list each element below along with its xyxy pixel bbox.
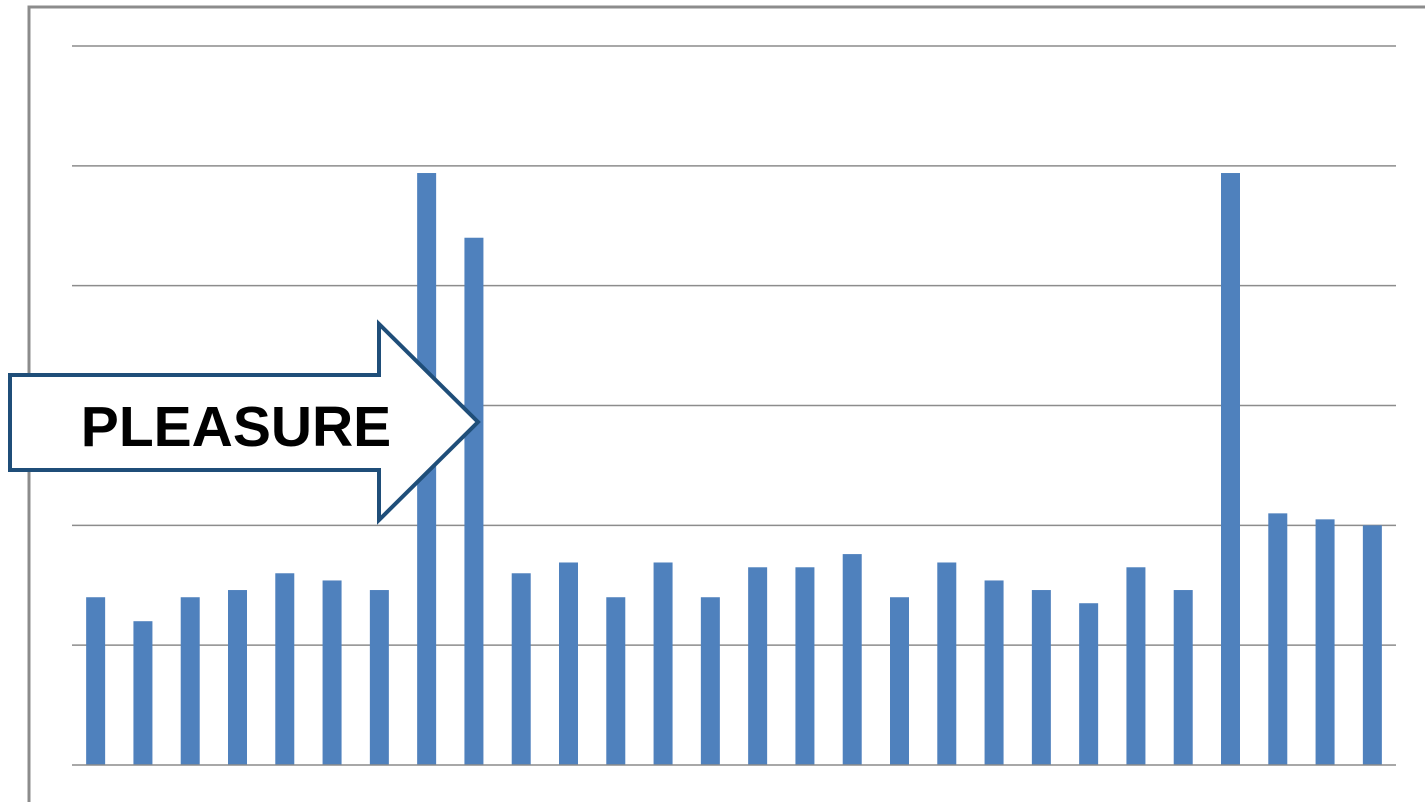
bar-19 [937, 562, 957, 765]
bar-14 [700, 597, 720, 765]
bar-23 [1126, 567, 1146, 765]
bar-9 [464, 237, 484, 765]
bar-15 [748, 567, 768, 765]
bar-24 [1173, 590, 1193, 765]
bar-2 [133, 621, 153, 765]
right-arrow-icon [8, 319, 481, 525]
bar-6 [322, 580, 342, 765]
bar-7 [369, 590, 389, 765]
bar-20 [984, 580, 1004, 765]
bar-5 [275, 573, 295, 765]
bar-26 [1268, 513, 1288, 765]
bar-10 [511, 573, 531, 765]
bar-1 [86, 597, 106, 765]
bar-18 [890, 597, 909, 765]
gridlines [72, 45, 1396, 646]
pleasure-annotation: PLEASURE [8, 319, 481, 525]
bar-12 [606, 597, 626, 765]
bar-13 [653, 562, 673, 765]
bar-28 [1362, 525, 1382, 765]
bar-22 [1079, 603, 1099, 765]
bar-27 [1315, 519, 1335, 765]
bar-25 [1221, 173, 1240, 766]
annotation-label: PLEASURE [81, 395, 391, 459]
bar-21 [1031, 590, 1051, 765]
bar-4 [228, 590, 247, 765]
bar-17 [842, 554, 862, 765]
bar-11 [559, 562, 578, 765]
bar-3 [180, 597, 200, 765]
bars [86, 173, 1382, 766]
bar-16 [795, 567, 815, 765]
